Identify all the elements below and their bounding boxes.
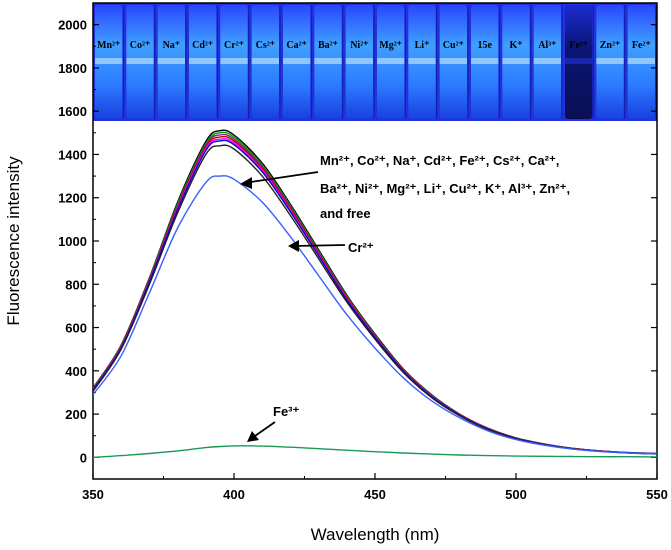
annotation-fe3-arrowhead-icon [247,431,259,442]
vial: Cr²⁺ [220,5,250,119]
vial: Cs²⁺ [251,5,281,119]
x-tick-label: 450 [364,487,386,502]
inset-background [93,3,657,121]
vial-meniscus [189,58,217,64]
annotation-group-arrow [243,171,319,184]
y-tick-label: 200 [65,407,87,422]
x-axis-title: Wavelength (nm) [311,525,440,544]
vial: Ca²⁺ [283,5,312,119]
vial: K⁺ [502,5,532,119]
vial-meniscus [251,58,279,64]
vial: Ni²⁺ [345,5,375,119]
vial-meniscus [283,58,311,64]
series-line-mn2 [93,129,657,455]
vial-label: Cr²⁺ [224,40,244,51]
vial-label: Na⁺ [163,40,181,51]
annotation-group: Mn²⁺, Co²⁺, Na⁺, Cd²⁺, Fe²⁺, Cs²⁺, Ca²⁺,… [240,153,570,221]
vial: Cu²⁺ [439,5,469,119]
y-tick-label: 600 [65,321,87,336]
x-tick-label: 550 [646,487,668,502]
vial-label: 15e [477,40,492,51]
vial-meniscus [377,58,405,64]
vial-meniscus [95,58,123,64]
x-tick-label: 500 [505,487,527,502]
annotation-group-line-3: and free [320,206,371,221]
y-tick-label: 0 [80,450,87,465]
x-axis: 350 400 450 500 550 [82,473,668,502]
vial-meniscus [220,58,248,64]
vial: Co²⁺ [126,5,156,119]
vial: Cd²⁺ [189,5,218,119]
vial-label: Fe³⁺ [569,40,588,51]
vial-label: K⁺ [509,40,522,51]
vial-meniscus [596,58,624,64]
annotation-cr-arrow [293,244,346,247]
annotation-cr-arrowhead-icon [288,240,299,252]
vial-label: Mg²⁺ [379,40,402,51]
annotation-group-line-2: Ba²⁺, Ni²⁺, Mg²⁺, Li⁺, Cu²⁺, K⁺, Al³⁺, Z… [320,181,570,196]
vial-meniscus [439,58,467,64]
y-axis: 0 200 400 600 800 1000 1200 1400 1600 1800 2000 [58,18,657,465]
vial-label: Li⁺ [415,40,430,51]
vial-meniscus [314,58,342,64]
y-tick-label: 800 [65,277,87,292]
vial: Al³⁺ [533,5,563,119]
vial-meniscus [345,58,373,64]
vial: Fe³⁺ [565,5,594,119]
vial-label: Co²⁺ [130,40,151,51]
vial-meniscus [471,58,499,64]
vial-label: Zn²⁺ [600,40,621,51]
annotation-fe3: Fe³⁺ [247,404,300,442]
annotation-fe3-arrow [251,421,276,439]
y-tick-label: 1000 [58,234,87,249]
vial: Na⁺ [157,5,187,119]
vial-label: Fe²⁺ [632,40,651,51]
y-tick-label: 2000 [58,18,87,33]
vial-meniscus [126,58,154,64]
y-tick-label: 1800 [58,61,87,76]
vial: Mn²⁺ [95,5,124,119]
annotation-fe3-label: Fe³⁺ [273,404,300,419]
vial-photo-inset: Mn²⁺ Co²⁺ Na⁺ Cd²⁺ Cr²⁺ Cs²⁺ Ca²⁺ Ba²⁺ Ni²⁺ Mg²⁺ L… [93,3,657,121]
y-tick-label: 400 [65,364,87,379]
series-line-fe3 [93,445,657,459]
y-tick-label: 1400 [58,147,87,162]
vial-meniscus [408,58,436,64]
vial-meniscus [157,58,185,64]
vial-label: Ni²⁺ [350,40,368,51]
x-tick-label: 350 [82,487,104,502]
vial: Zn²⁺ [596,5,626,119]
spectra-series [93,129,657,459]
vial-label: Al³⁺ [538,40,556,51]
vial: 15e [471,5,500,119]
annotation-group-line-1: Mn²⁺, Co²⁺, Na⁺, Cd²⁺, Fe²⁺, Cs²⁺, Ca²⁺, [320,153,559,168]
vial: Fe²⁺ [627,5,657,119]
annotation-cr: Cr²⁺ [288,240,374,255]
series-line-cr2 [93,175,657,455]
vial-label: Cd²⁺ [192,40,213,51]
annotation-cr-label: Cr²⁺ [348,240,374,255]
annotation-group-arrowhead-icon [240,177,252,189]
vial: Ba²⁺ [314,5,344,119]
vial-label: Ca²⁺ [286,40,307,51]
vial-label: Ba²⁺ [318,40,338,51]
vial-meniscus [627,58,655,64]
vial-label: Mn²⁺ [97,40,120,51]
vial-label: Cs²⁺ [256,40,275,51]
x-tick-label: 400 [223,487,245,502]
vial-meniscus [502,58,530,64]
y-tick-label: 1600 [58,104,87,119]
vial: Li⁺ [408,5,438,119]
vial-meniscus [533,58,561,64]
vial-meniscus [565,58,593,64]
vial-label: Cu²⁺ [443,40,464,51]
vial: Mg²⁺ [377,5,406,119]
y-axis-title: Fluorescence intensity [4,156,23,326]
y-tick-label: 1200 [58,191,87,206]
